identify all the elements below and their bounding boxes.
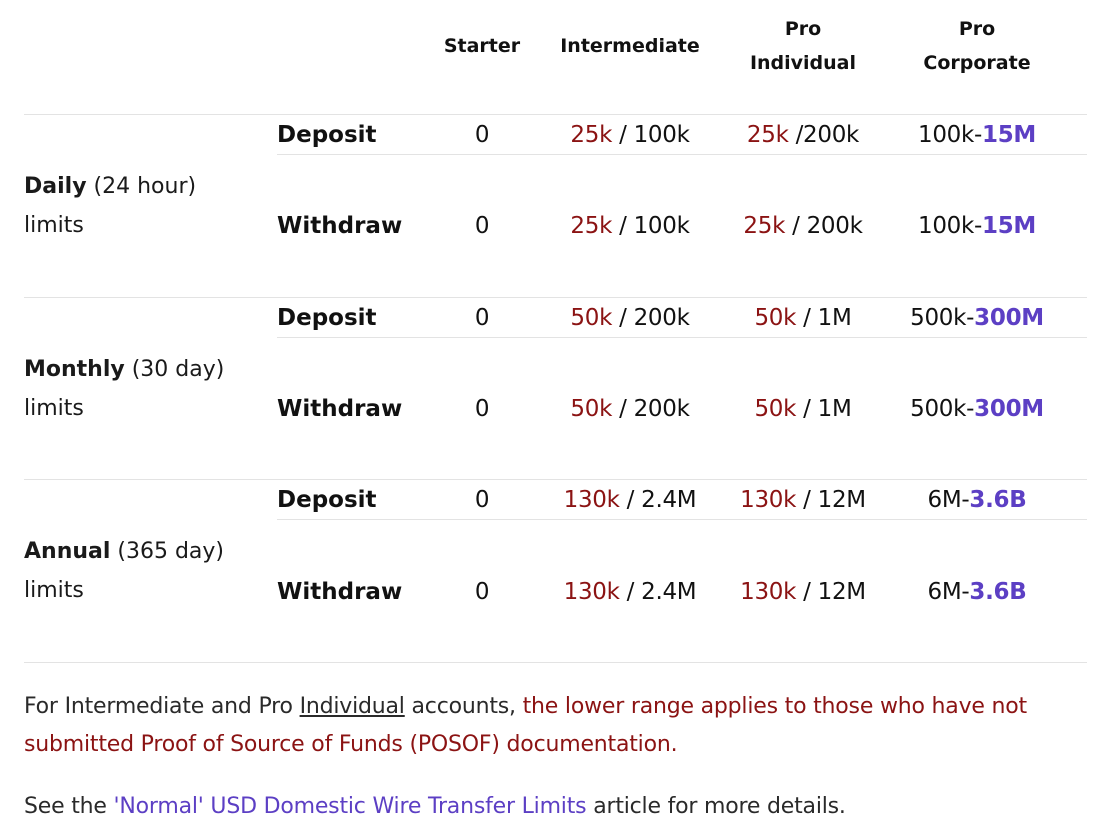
cell-monthly-deposit-pro-corporate: 500k-300M <box>910 305 1044 331</box>
header-pro-corporate-line2: Corporate <box>923 52 1031 74</box>
cell-daily-deposit-starter: 0 <box>474 122 490 148</box>
header-starter: Starter <box>443 35 521 57</box>
cell-daily-deposit-pro-corporate: 100k-15M <box>917 122 1037 148</box>
footnote-see-article-part2: article for more details. <box>586 794 846 819</box>
divider-daily-top <box>24 114 1087 115</box>
group-label-annual-rest: (365 day) <box>110 539 225 564</box>
cell-monthly-withdraw-pro-corporate: 500k-300M <box>910 396 1044 422</box>
cell-daily-withdraw-intermediate: 25k / 100k <box>570 213 690 239</box>
group-label-daily-bold: Daily <box>24 174 87 199</box>
row-type-daily-deposit: Deposit <box>277 122 377 148</box>
cell-monthly-withdraw-intermediate: 50k / 200k <box>570 396 690 422</box>
cell-monthly-withdraw-pro-individual: 50k / 1M <box>754 396 852 422</box>
footnote-posof-part2: accounts, <box>404 694 523 719</box>
group-label-daily-line2: limits <box>24 213 84 238</box>
group-label-annual: Annual (365 day) limits <box>24 532 224 610</box>
cell-annual-deposit-intermediate: 130k / 2.4M <box>563 487 697 513</box>
group-label-daily: Daily (24 hour) limits <box>24 167 196 245</box>
cell-annual-deposit-pro-corporate: 6M-3.6B <box>927 487 1027 513</box>
cell-daily-deposit-pro-individual: 25k /200k <box>746 122 860 148</box>
header-pro-individual-line2: Individual <box>749 52 857 74</box>
cell-daily-deposit-intermediate: 25k / 100k <box>570 122 690 148</box>
footnote-posof: For Intermediate and Pro Individual acco… <box>24 688 1084 764</box>
divider-monthly-top <box>24 297 1087 298</box>
cell-annual-withdraw-pro-corporate: 6M-3.6B <box>927 579 1027 605</box>
header-intermediate: Intermediate <box>560 35 700 57</box>
group-label-monthly-line2: limits <box>24 396 84 421</box>
row-type-monthly-withdraw: Withdraw <box>277 396 403 422</box>
divider-daily-mid <box>277 154 1087 155</box>
header-pro-individual: Pro Individual <box>733 12 873 80</box>
row-type-annual-deposit: Deposit <box>277 487 377 513</box>
header-pro-individual-line1: Pro <box>784 18 822 40</box>
group-label-annual-bold: Annual <box>24 539 111 564</box>
cell-annual-deposit-pro-individual: 130k / 12M <box>740 487 866 513</box>
cell-annual-withdraw-starter: 0 <box>474 579 490 605</box>
group-label-monthly: Monthly (30 day) limits <box>24 350 224 428</box>
group-label-monthly-rest: (30 day) <box>124 357 225 382</box>
header-pro-corporate: Pro Corporate <box>907 12 1047 80</box>
row-type-annual-withdraw: Withdraw <box>277 579 403 605</box>
row-type-monthly-deposit: Deposit <box>277 305 377 331</box>
cell-daily-withdraw-pro-individual: 25k / 200k <box>743 213 863 239</box>
cell-monthly-withdraw-starter: 0 <box>474 396 490 422</box>
group-label-daily-rest: (24 hour) <box>86 174 197 199</box>
row-type-daily-withdraw: Withdraw <box>277 213 403 239</box>
group-label-annual-line2: limits <box>24 578 84 603</box>
cell-daily-withdraw-pro-corporate: 100k-15M <box>917 213 1037 239</box>
cell-monthly-deposit-pro-individual: 50k / 1M <box>754 305 852 331</box>
header-pro-corporate-line1: Pro <box>958 18 996 40</box>
divider-annual-top <box>24 479 1087 480</box>
cell-daily-withdraw-starter: 0 <box>474 213 490 239</box>
footnote-see-article-part1: See the <box>24 794 114 819</box>
footnote-posof-highlight: the lower range applies to those who hav… <box>24 694 1027 757</box>
divider-annual-mid <box>277 519 1087 520</box>
footnote-see-article: See the 'Normal' USD Domestic Wire Trans… <box>24 788 1084 826</box>
cell-monthly-deposit-intermediate: 50k / 200k <box>570 305 690 331</box>
footnote-posof-part1: For Intermediate and Pro <box>24 694 300 719</box>
cell-annual-withdraw-intermediate: 130k / 2.4M <box>563 579 697 605</box>
cell-annual-withdraw-pro-individual: 130k / 12M <box>740 579 866 605</box>
group-label-monthly-bold: Monthly <box>24 357 125 382</box>
cell-monthly-deposit-starter: 0 <box>474 305 490 331</box>
footnote-posof-underlined: Individual <box>299 694 405 719</box>
cell-annual-deposit-starter: 0 <box>474 487 490 513</box>
divider-table-bottom <box>24 662 1087 663</box>
divider-monthly-mid <box>277 337 1087 338</box>
wire-transfer-limits-link[interactable]: 'Normal' USD Domestic Wire Transfer Limi… <box>113 794 587 819</box>
